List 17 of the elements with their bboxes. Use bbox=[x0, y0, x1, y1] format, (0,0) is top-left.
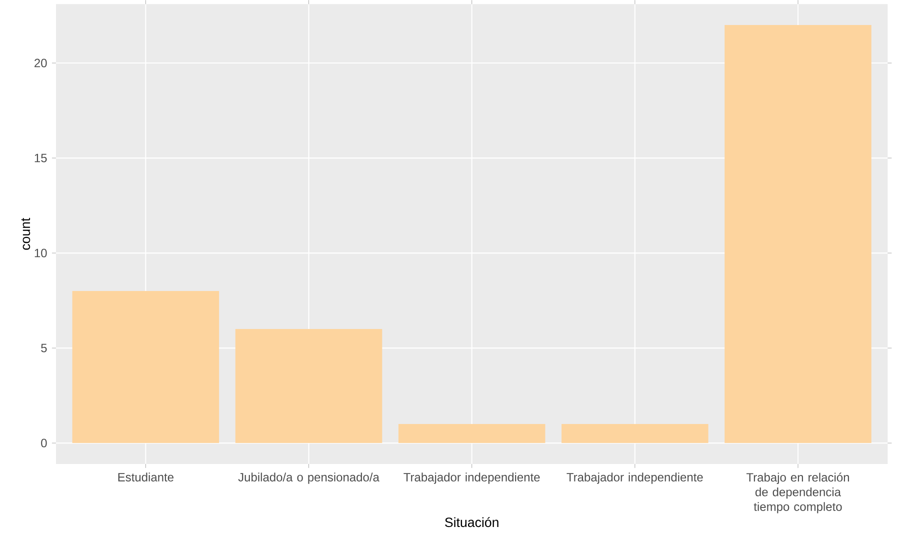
bar bbox=[398, 424, 546, 443]
y-tick-label: 20 bbox=[34, 58, 47, 68]
y-axis-title: count bbox=[21, 218, 30, 250]
x-tick-label: Estudiante bbox=[118, 472, 174, 482]
x-tick-label: Trabajo en relación de dependencia tiempo completo bbox=[746, 472, 849, 514]
y-tick-label: 0 bbox=[41, 438, 47, 448]
bar bbox=[235, 328, 382, 443]
bar bbox=[72, 290, 220, 443]
x-tick-label: Trabajador independiente bbox=[566, 472, 703, 484]
y-tick-label: 15 bbox=[34, 154, 47, 162]
bar bbox=[724, 24, 872, 443]
bar bbox=[562, 424, 708, 443]
y-tick-label: 5 bbox=[41, 344, 47, 352]
x-tick-label: Jubilado/a o pensionado/a bbox=[238, 472, 380, 484]
x-axis-title: Situación bbox=[445, 516, 498, 527]
y-tick-label: 10 bbox=[34, 248, 47, 258]
x-tick-label: Trabajador independiente bbox=[404, 472, 540, 484]
